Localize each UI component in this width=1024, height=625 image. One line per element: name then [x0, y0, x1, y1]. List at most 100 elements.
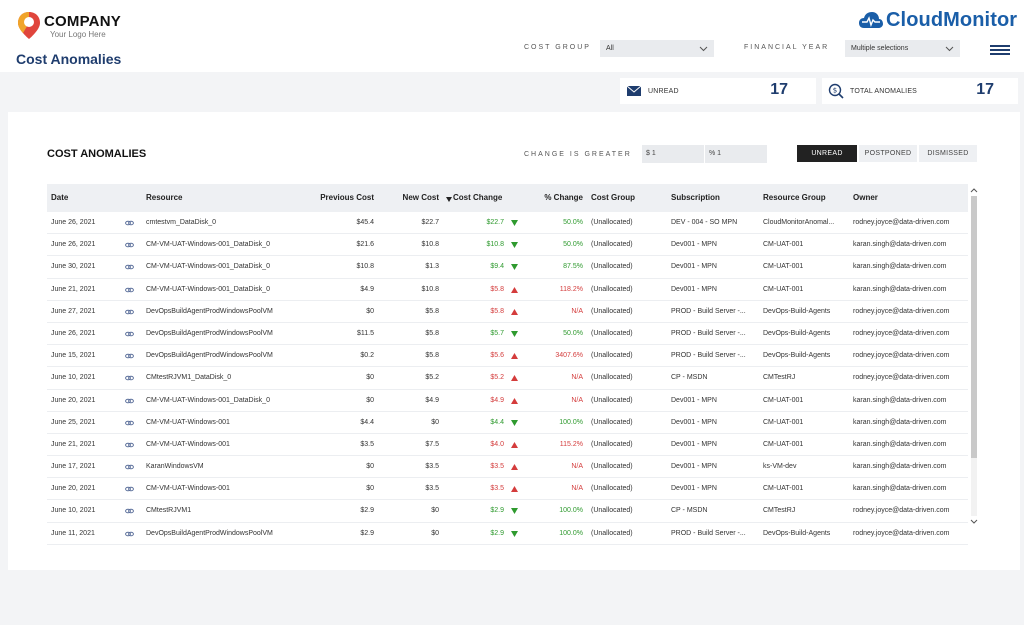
tab-postponed[interactable]: POSTPONED	[859, 145, 917, 162]
table-row[interactable]: June 20, 2021 CM-VM-UAT-Windows-001 $0 $3.5…	[47, 478, 968, 501]
cell-resource-group: DevOps-Build-Agents	[763, 329, 831, 337]
cell-resource-group: CMTestRJ	[763, 374, 796, 382]
dollar-threshold-input[interactable]: $ 1	[642, 145, 704, 163]
cell-previous-cost: $0.2	[360, 352, 374, 360]
table-row[interactable]: June 30, 2021 CM-VM-UAT-Windows-001_DataD…	[47, 256, 968, 279]
link-icon[interactable]	[125, 485, 134, 493]
cell-owner: rodney.joyce@data-driven.com	[853, 352, 950, 360]
cell-date: June 27, 2021	[51, 307, 96, 315]
triangle-down-icon	[511, 242, 518, 249]
col-previous-cost[interactable]: Previous Cost	[320, 193, 374, 202]
cost-group-label: COST GROUP	[524, 44, 591, 51]
col-resource-group[interactable]: Resource Group	[763, 193, 826, 202]
table-row[interactable]: June 15, 2021 DevOpsBuildAgentProdWindows…	[47, 345, 968, 368]
col-resource[interactable]: Resource	[146, 193, 183, 202]
table-row[interactable]: June 25, 2021 CM-VM-UAT-Windows-001 $4.4 $0…	[47, 412, 968, 434]
company-tagline: Your Logo Here	[50, 30, 106, 39]
cell-previous-cost: $3.5	[360, 440, 374, 448]
table-row[interactable]: June 26, 2021 CM-VM-UAT-Windows-001_DataD…	[47, 234, 968, 257]
col-date[interactable]: Date	[51, 193, 69, 202]
link-icon[interactable]	[125, 286, 134, 294]
financial-year-dropdown[interactable]: Multiple selections	[845, 40, 960, 57]
table-row[interactable]: June 21, 2021 CM-VM-UAT-Windows-001 $3.5 $7…	[47, 434, 968, 457]
cell-previous-cost: $4.9	[360, 285, 374, 293]
cell-owner: rodney.joyce@data-driven.com	[853, 329, 950, 337]
cell-percent-change: N/A	[571, 463, 583, 471]
cell-new-cost: $4.9	[425, 396, 439, 404]
cell-new-cost: $22.7	[421, 219, 439, 226]
cell-percent-change: 100.0%	[559, 418, 583, 426]
scroll-up-icon[interactable]	[970, 186, 978, 194]
cell-date: June 15, 2021	[51, 352, 96, 360]
cell-cost-group: (Unallocated)	[591, 396, 633, 404]
cell-resource-group: CM-UAT-001	[763, 285, 804, 293]
menu-icon[interactable]	[990, 45, 1010, 57]
table-row[interactable]: June 21, 2021 CM-VM-UAT-Windows-001_DataD…	[47, 279, 968, 301]
cell-subscription: DEV - 004 - SO MPN	[671, 219, 738, 226]
link-icon[interactable]	[125, 263, 134, 271]
sort-descending-icon[interactable]	[446, 197, 452, 202]
link-icon[interactable]	[125, 463, 134, 471]
col-subscription[interactable]: Subscription	[671, 193, 720, 202]
scroll-down-icon[interactable]	[970, 518, 978, 526]
link-icon[interactable]	[125, 352, 134, 360]
tab-unread[interactable]: UNREAD	[797, 145, 857, 162]
link-icon[interactable]	[125, 441, 134, 449]
cell-subscription: PROD - Build Server -...	[671, 329, 746, 337]
table-scrollbar[interactable]	[970, 186, 978, 526]
cell-resource-group: DevOps-Build-Agents	[763, 352, 831, 360]
table-row[interactable]: June 20, 2021 CM-VM-UAT-Windows-001_DataD…	[47, 390, 968, 412]
anomalies-table: Date Resource Previous Cost New Cost Cos…	[47, 184, 968, 545]
table-row[interactable]: June 26, 2021 DevOpsBuildAgentProdWindows…	[47, 323, 968, 346]
table-row[interactable]: June 10, 2021 CMtestRJVM1_DataDisk_0 $0 $5.…	[47, 367, 968, 390]
cell-new-cost: $5.8	[425, 352, 439, 360]
cell-cost-group: (Unallocated)	[591, 241, 633, 249]
col-percent-change[interactable]: % Change	[544, 193, 583, 202]
cell-resource-group: CM-UAT-001	[763, 440, 804, 448]
cell-subscription: Dev001 - MPN	[671, 263, 717, 271]
cell-percent-change: N/A	[571, 374, 583, 382]
scroll-thumb[interactable]	[971, 196, 977, 458]
cell-new-cost: $3.5	[425, 485, 439, 493]
link-icon[interactable]	[125, 374, 134, 382]
cell-subscription: Dev001 - MPN	[671, 463, 717, 471]
financial-year-value: Multiple selections	[851, 45, 909, 52]
col-cost-group[interactable]: Cost Group	[591, 193, 635, 202]
col-owner[interactable]: Owner	[853, 193, 878, 202]
cell-date: June 26, 2021	[51, 241, 96, 249]
cell-resource: DevOpsBuildAgentProdWindowsPoolVM	[146, 352, 273, 360]
cell-cost-group: (Unallocated)	[591, 219, 633, 226]
tab-dismissed[interactable]: DISMISSED	[919, 145, 977, 162]
cell-cost-group: (Unallocated)	[591, 485, 633, 493]
link-icon[interactable]	[125, 419, 134, 427]
link-icon[interactable]	[125, 219, 134, 227]
link-icon[interactable]	[125, 530, 134, 538]
table-row[interactable]: June 11, 2021 DevOpsBuildAgentProdWindows…	[47, 523, 968, 545]
percent-threshold-input[interactable]: % 1	[705, 145, 767, 163]
table-row[interactable]: June 10, 2021 CMtestRJVM1 $2.9 $0 $2.9 100.0%…	[47, 500, 968, 523]
cell-subscription: Dev001 - MPN	[671, 396, 717, 404]
cell-new-cost: $5.8	[425, 307, 439, 315]
cell-resource: CM-VM-UAT-Windows-001_DataDisk_0	[146, 285, 270, 293]
cost-group-dropdown[interactable]: All	[600, 40, 714, 57]
table-row[interactable]: June 27, 2021 DevOpsBuildAgentProdWindows…	[47, 301, 968, 323]
link-icon[interactable]	[125, 308, 134, 316]
link-icon[interactable]	[125, 330, 134, 338]
table-row[interactable]: June 17, 2021 KaranWindowsVM $0 $3.5 $3.5 N/A…	[47, 456, 968, 479]
unread-kpi-card: UNREAD 17	[620, 78, 816, 104]
cell-previous-cost: $0	[366, 307, 374, 315]
triangle-up-icon	[511, 486, 518, 493]
cell-date: June 30, 2021	[51, 263, 96, 271]
cell-owner: rodney.joyce@data-driven.com	[853, 507, 950, 515]
table-row[interactable]: June 26, 2021 cmtestvm_DataDisk_0 $45.4 $22…	[47, 212, 968, 235]
cell-previous-cost: $0	[366, 374, 374, 382]
link-icon[interactable]	[125, 241, 134, 249]
cell-subscription: CP - MSDN	[671, 507, 708, 515]
col-new-cost[interactable]: New Cost	[402, 193, 439, 202]
cell-resource-group: DevOps-Build-Agents	[763, 529, 831, 537]
link-icon[interactable]	[125, 507, 134, 515]
cell-percent-change: N/A	[571, 396, 583, 404]
col-cost-change[interactable]: Cost Change	[453, 193, 503, 202]
cloud-pulse-icon	[859, 12, 883, 28]
link-icon[interactable]	[125, 397, 134, 405]
